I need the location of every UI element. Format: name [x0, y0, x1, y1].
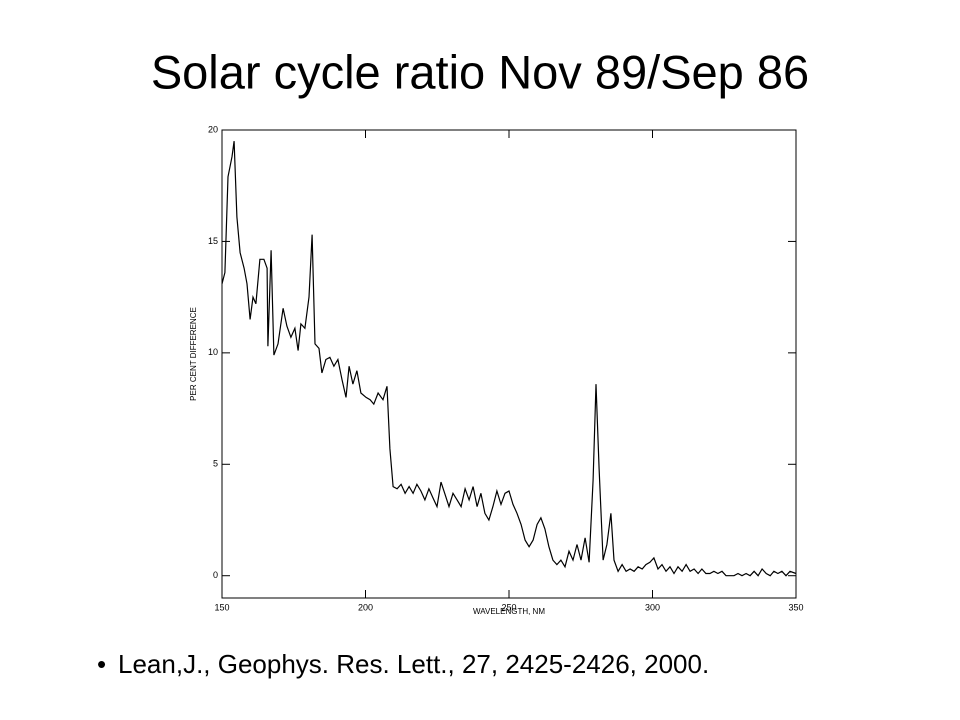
footnote: Lean,J., Geophys. Res. Lett., 27, 2425-2… — [118, 649, 709, 679]
y-tick-label: 5 — [213, 459, 218, 469]
data-line — [221, 141, 797, 577]
y-tick-label: 15 — [208, 236, 218, 246]
x-axis-label: WAVELENGTH, NM — [473, 607, 545, 616]
x-tick-label: 300 — [645, 602, 660, 612]
x-tick-label: 150 — [214, 602, 229, 612]
x-tick-label: 350 — [788, 602, 803, 612]
slide-title: Solar cycle ratio Nov 89/Sep 86 — [151, 45, 809, 98]
x-tick-label: 250 — [501, 602, 516, 612]
y-tick-label: 0 — [213, 570, 218, 580]
bullet: • — [97, 649, 106, 679]
plot-frame — [221, 129, 797, 599]
y-tick-label: 20 — [208, 124, 218, 134]
y-tick-label: 10 — [208, 347, 218, 357]
x-tick-label: 200 — [358, 602, 373, 612]
y-axis-label: PER CENT DIFFERENCE — [189, 307, 198, 401]
